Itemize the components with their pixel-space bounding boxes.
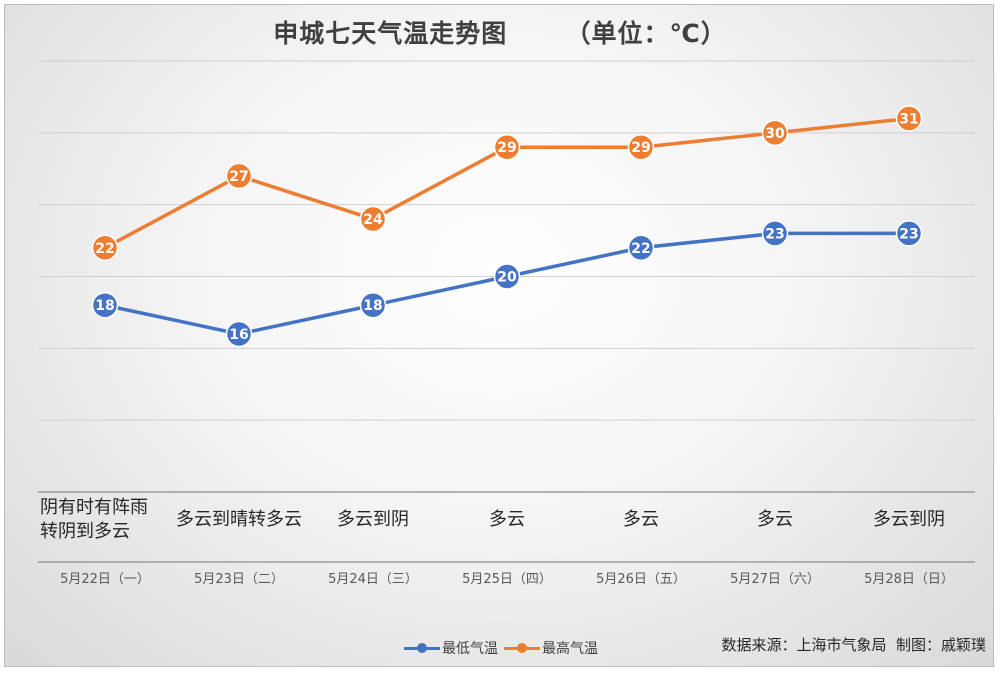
data-label: 31 (899, 111, 918, 127)
data-marker (359, 205, 387, 233)
data-point-low: 22 (627, 234, 655, 262)
weather-label: 多云到阴 (873, 509, 945, 530)
chart-title: 申城七天气温走势图 （单位：℃） (273, 19, 727, 48)
weather-label: 多云 (757, 509, 793, 530)
source-credit: 数据来源：上海市气象局 制图：戚颖璞 (721, 636, 986, 654)
data-point-high: 24 (359, 205, 387, 233)
data-point-low: 23 (761, 220, 789, 247)
legend-item-high: 最高气温 (504, 638, 598, 658)
weather-label: 多云 (623, 509, 659, 530)
data-label: 22 (631, 241, 650, 257)
legend-swatch-high (504, 642, 540, 654)
data-point-high: 22 (91, 234, 119, 262)
legend-label-low: 最低气温 (442, 641, 498, 657)
data-label: 23 (899, 226, 918, 242)
data-marker (895, 220, 923, 247)
weather-label: 多云到阴 (337, 509, 409, 530)
data-point-low: 23 (895, 220, 923, 247)
date-tick-label: 5月23日（二） (194, 572, 284, 587)
data-marker (359, 291, 387, 319)
data-label: 16 (229, 327, 248, 343)
data-marker (895, 105, 923, 132)
data-point-low: 18 (359, 291, 387, 319)
data-label: 29 (497, 140, 516, 156)
weather-label: 阴有时有阵雨 转阴到多云 (40, 497, 148, 542)
data-point-high: 30 (761, 119, 789, 147)
data-label: 22 (95, 241, 114, 257)
data-marker (91, 234, 119, 262)
data-marker (761, 119, 789, 147)
data-label: 30 (765, 126, 785, 142)
weather-label: 多云到晴转多云 (176, 509, 302, 530)
data-label: 18 (95, 298, 114, 314)
data-point-low: 16 (225, 320, 253, 348)
legend: 最低气温 最高气温 (404, 638, 604, 658)
data-point-low: 18 (91, 291, 119, 319)
data-marker (761, 220, 789, 247)
date-tick-label: 5月28日（日） (864, 572, 954, 587)
data-label: 24 (363, 212, 383, 228)
data-marker (627, 234, 655, 262)
data-marker (493, 263, 521, 290)
weather-label: 多云 (489, 509, 525, 530)
data-label: 27 (229, 169, 248, 185)
data-label: 18 (363, 298, 382, 314)
data-marker (627, 133, 655, 161)
date-tick-label: 5月24日（三） (328, 572, 418, 587)
data-point-high: 29 (627, 133, 655, 161)
legend-item-low: 最低气温 (404, 638, 498, 658)
date-tick-label: 5月26日（五） (596, 572, 686, 587)
data-point-high: 29 (493, 133, 521, 161)
chart-frame (4, 4, 994, 667)
data-label: 29 (631, 140, 650, 156)
data-label: 23 (765, 226, 784, 242)
data-marker (493, 133, 521, 161)
data-label: 20 (497, 270, 517, 286)
legend-label-high: 最高气温 (542, 641, 598, 657)
data-marker (225, 162, 253, 190)
data-point-high: 27 (225, 162, 253, 190)
date-tick-label: 5月25日（四） (462, 572, 552, 587)
legend-swatch-low (404, 642, 440, 654)
data-marker (225, 320, 253, 348)
series-points: 18 16 18 20 22 23 23 22 27 24 29 29 30 31 (91, 105, 923, 348)
data-marker (91, 291, 119, 319)
data-point-high: 31 (895, 105, 923, 132)
date-tick-label: 5月27日（六） (730, 572, 820, 587)
date-tick-label: 5月22日（一） (60, 572, 150, 587)
data-point-low: 20 (493, 263, 521, 290)
